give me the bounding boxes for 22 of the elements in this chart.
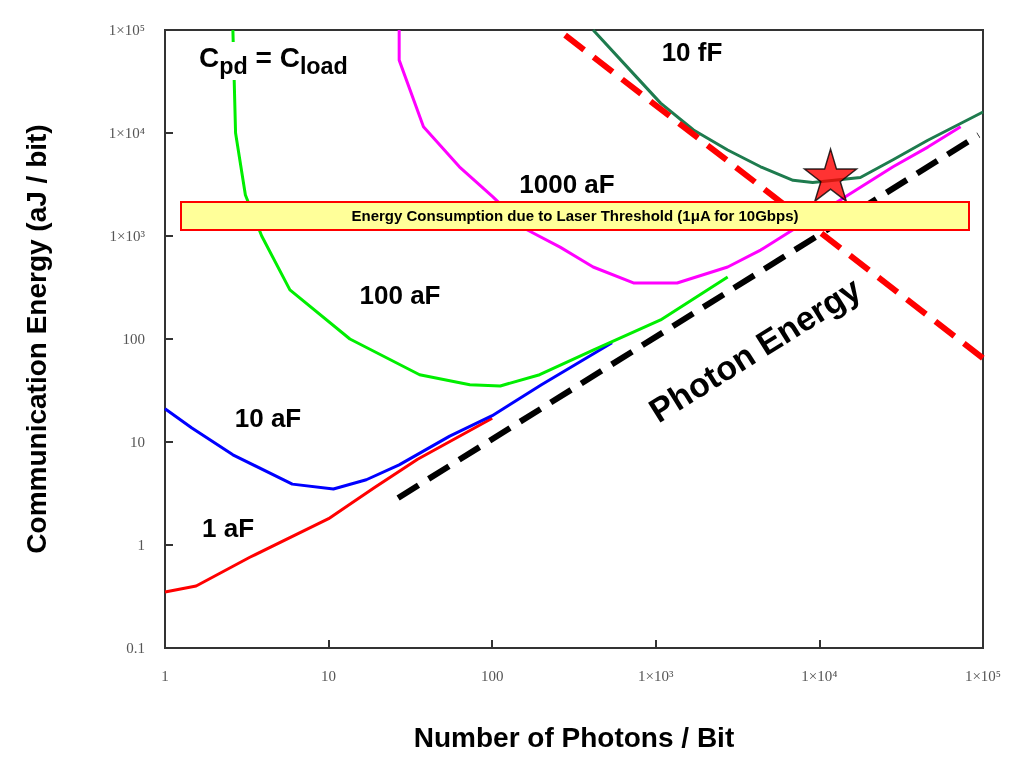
- y-tick-label: 1×10³: [109, 228, 146, 244]
- annotation: 10 aF: [234, 402, 302, 434]
- annotation: 1 aF: [201, 512, 255, 544]
- y-tick-label: 1: [137, 537, 145, 553]
- y-tick-label: 1×10⁵: [108, 22, 145, 38]
- y-axis-title: Communication Energy (aJ / bit): [20, 124, 52, 554]
- x-tick-label: 1: [161, 667, 169, 684]
- x-axis-title: Number of Photons / Bit: [413, 721, 735, 753]
- x-tick-label: 1×10⁵: [964, 667, 1002, 684]
- y-tick-label: 100: [122, 331, 145, 347]
- annotation: 1000 aF: [519, 168, 615, 200]
- x-tick-label: 100: [480, 667, 504, 684]
- annotation: 100 aF: [359, 279, 441, 311]
- x-tick-label: 1×10⁴: [801, 667, 838, 684]
- annotation: C$_{pd}$ = C$_{load}$: [199, 42, 348, 80]
- x-tick-label: 10: [321, 667, 337, 684]
- x-tick-label: 1×10³: [638, 667, 675, 684]
- annotation: 10 fF: [661, 36, 723, 68]
- y-tick-label: 1×10⁴: [108, 125, 145, 141]
- y-tick-label: 10: [130, 434, 145, 450]
- y-tick-label: 0.1: [126, 640, 145, 656]
- text-box: Energy Consumption due to Laser Threshold (1μA for 10Gbps): [180, 201, 970, 231]
